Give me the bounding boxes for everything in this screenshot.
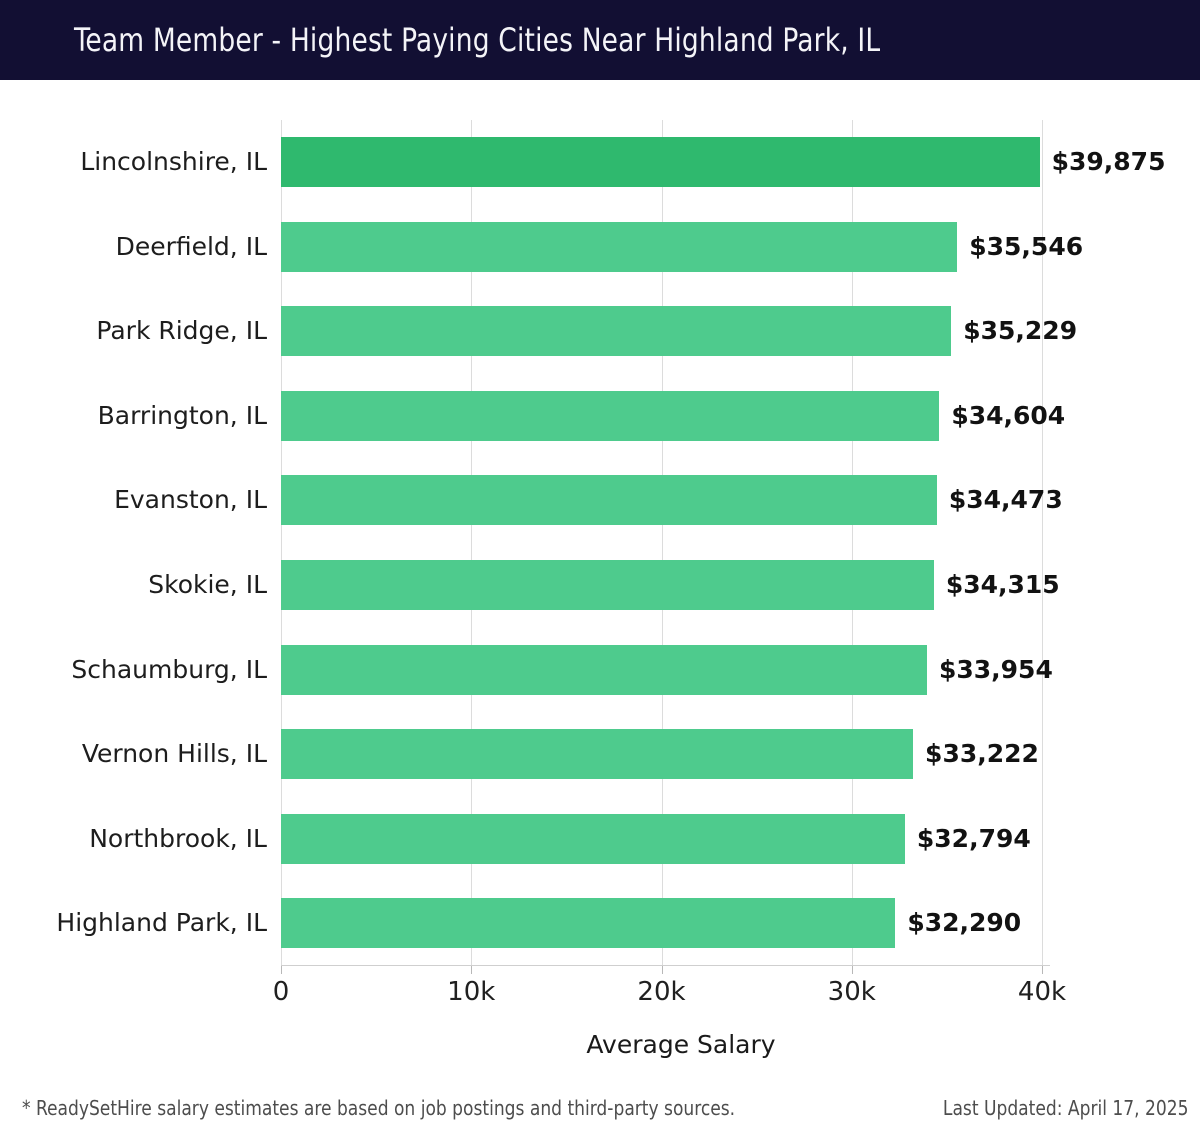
bar[interactable] [281,898,896,949]
bar[interactable] [281,137,1040,187]
bar-row: Vernon Hills, IL $33,222 [0,729,1200,780]
y-axis-category-label: Evanston, IL [114,485,267,515]
bar[interactable] [281,221,958,272]
footer-last-updated: Last Updated: April 17, 2025 [942,1096,1188,1120]
chart-footer: * ReadySetHire salary estimates are base… [0,1086,1200,1140]
x-axis-label: Average Salary [586,1030,776,1059]
y-axis-category-label: Highland Park, IL [56,908,267,938]
y-axis-category-label: Barrington, IL [97,400,267,430]
bar-row: Park Ridge, IL $35,229 [0,306,1200,357]
bar[interactable] [281,560,934,610]
bar[interactable] [281,390,940,441]
bar-row: Evanston, IL $34,473 [0,475,1200,526]
footer-disclaimer: * ReadySetHire salary estimates are base… [22,1096,736,1120]
bar-row: Deerfield, IL $35,546 [0,221,1200,272]
y-axis-category-label: Northbrook, IL [89,823,267,853]
bar[interactable] [281,729,914,780]
y-axis-category-label: Lincolnshire, IL [80,147,267,176]
bar-row: Highland Park, IL $32,290 [0,898,1200,949]
bar-value-label: $34,473 [948,485,1063,515]
bar-value-label: $34,604 [951,400,1066,430]
bar-value-label: $35,229 [963,316,1078,346]
x-axis-line [281,965,1050,966]
bar[interactable] [281,475,937,526]
bar[interactable] [281,813,905,864]
y-axis-category-label: Park Ridge, IL [96,316,267,346]
bar[interactable] [281,644,927,695]
bar-value-label: $33,222 [925,739,1039,769]
y-axis-category-label: Schaumburg, IL [71,654,267,684]
bar-row: Lincolnshire, IL $39,875 [0,137,1200,187]
y-axis-category-label: Deerfield, IL [115,231,267,261]
page-title: Team Member - Highest Paying Cities Near… [74,21,881,59]
bar-value-label: $32,794 [916,823,1031,853]
y-axis-category-label: Vernon Hills, IL [81,739,267,769]
bar-value-label: $35,546 [969,231,1084,261]
bar-row: Barrington, IL $34,604 [0,390,1200,441]
chart-header: Team Member - Highest Paying Cities Near… [0,0,1200,80]
y-axis-category-label: Skokie, IL [148,570,267,599]
bar-value-label: $32,290 [907,908,1022,938]
bar-series: Lincolnshire, IL $39,875 Deerfield, IL $35,… [0,80,1200,1080]
chart-plot-area: 0 10k 20k 30k 40k Lincolnshire, IL $39,875 Dee… [0,80,1200,1080]
bar-value-label: $39,875 [1051,147,1166,176]
bar[interactable] [281,306,952,357]
bar-row: Schaumburg, IL $33,954 [0,644,1200,695]
bar-value-label: $34,315 [945,570,1060,599]
bar-value-label: $33,954 [938,654,1053,684]
bar-row: Skokie, IL $34,315 [0,560,1200,610]
bar-row: Northbrook, IL $32,794 [0,813,1200,864]
